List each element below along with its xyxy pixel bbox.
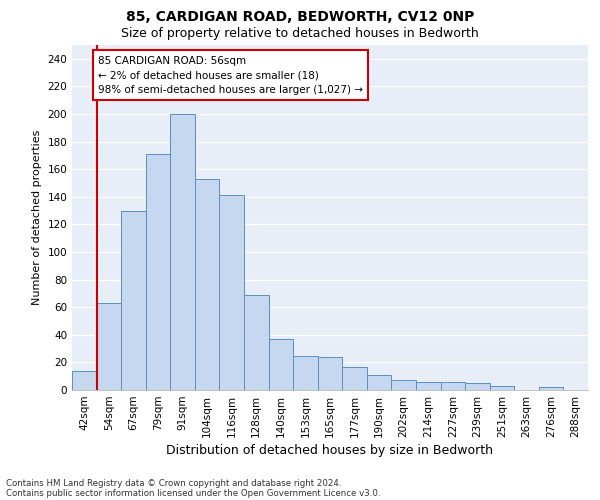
Text: 85, CARDIGAN ROAD, BEDWORTH, CV12 0NP: 85, CARDIGAN ROAD, BEDWORTH, CV12 0NP xyxy=(126,10,474,24)
Text: Contains HM Land Registry data © Crown copyright and database right 2024.: Contains HM Land Registry data © Crown c… xyxy=(6,478,341,488)
Bar xyxy=(367,375,391,390)
Bar xyxy=(97,303,121,390)
Bar xyxy=(170,114,195,390)
Bar xyxy=(195,179,220,390)
Y-axis label: Number of detached properties: Number of detached properties xyxy=(32,130,42,305)
Bar xyxy=(146,154,170,390)
Bar xyxy=(416,382,440,390)
X-axis label: Distribution of detached houses by size in Bedworth: Distribution of detached houses by size … xyxy=(167,444,493,457)
Bar xyxy=(490,386,514,390)
Bar xyxy=(121,210,146,390)
Bar xyxy=(318,357,342,390)
Bar xyxy=(220,196,244,390)
Bar xyxy=(72,370,97,390)
Text: Size of property relative to detached houses in Bedworth: Size of property relative to detached ho… xyxy=(121,28,479,40)
Text: Contains public sector information licensed under the Open Government Licence v3: Contains public sector information licen… xyxy=(6,488,380,498)
Bar xyxy=(293,356,318,390)
Text: 85 CARDIGAN ROAD: 56sqm
← 2% of detached houses are smaller (18)
98% of semi-det: 85 CARDIGAN ROAD: 56sqm ← 2% of detached… xyxy=(98,56,363,95)
Bar xyxy=(342,366,367,390)
Bar xyxy=(391,380,416,390)
Bar xyxy=(269,339,293,390)
Bar xyxy=(244,295,269,390)
Bar xyxy=(465,383,490,390)
Bar xyxy=(440,382,465,390)
Bar xyxy=(539,387,563,390)
